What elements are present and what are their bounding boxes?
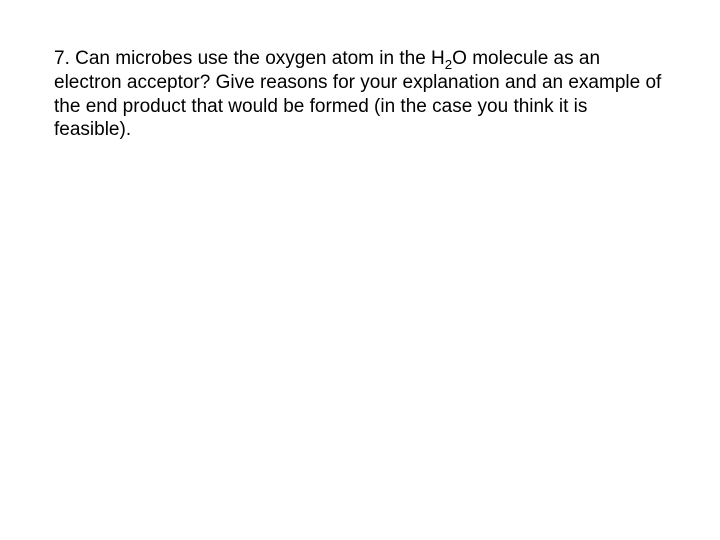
question-part-1: 7. Can microbes use the oxygen atom in t… bbox=[54, 48, 445, 69]
question-text: 7. Can microbes use the oxygen atom in t… bbox=[54, 47, 666, 142]
slide-page: 7. Can microbes use the oxygen atom in t… bbox=[0, 0, 720, 540]
